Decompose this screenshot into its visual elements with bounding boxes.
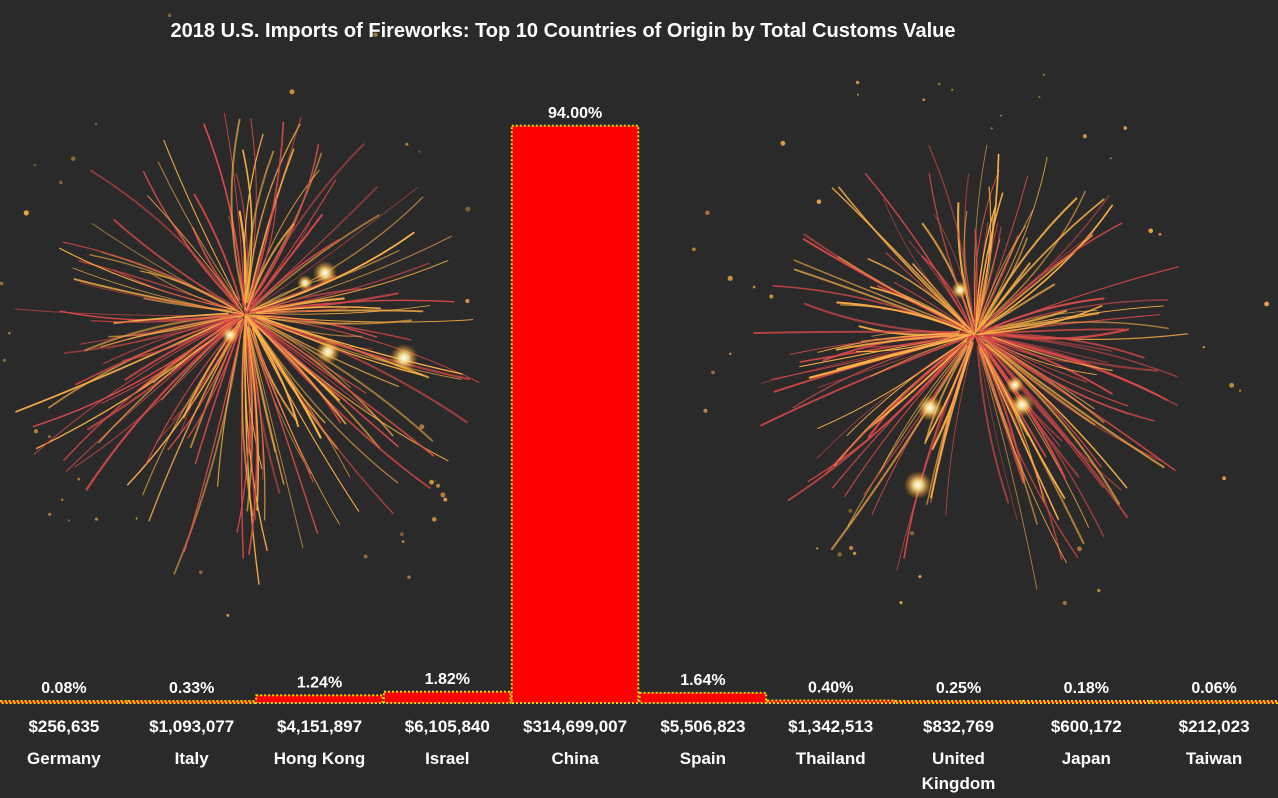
firework-left	[0, 13, 480, 617]
bar-taiwan	[1149, 700, 1278, 704]
data-label: 0.40%	[808, 680, 853, 697]
spark-flare	[316, 340, 340, 364]
category-tick-label: Japan	[1062, 749, 1111, 768]
category-tick-label: Hong Kong	[274, 749, 366, 768]
bar-italy	[127, 700, 256, 704]
category-tick-label: China	[551, 749, 599, 768]
bar-united-kingdom	[894, 700, 1023, 704]
bar-china	[510, 124, 640, 705]
bar-thailand	[766, 699, 895, 704]
category-tick-label: Kingdom	[922, 774, 996, 793]
spark-flare	[951, 281, 969, 299]
spark-flare	[390, 344, 418, 372]
customs-value-label: $212,023	[1179, 717, 1250, 736]
data-label: 1.82%	[425, 671, 470, 688]
labels: 0.08% $256,635 Germany 0.33% $1,093,077 Italy…	[27, 105, 1250, 793]
data-label: 1.64%	[680, 672, 725, 689]
customs-value-label: $4,151,897	[277, 717, 362, 736]
fireworks-decoration	[0, 13, 1269, 617]
spark-flare	[1006, 376, 1024, 394]
bar-israel	[383, 690, 512, 704]
customs-value-label: $1,093,077	[149, 717, 234, 736]
customs-value-label: $256,635	[28, 717, 99, 736]
data-label: 0.06%	[1191, 680, 1236, 697]
chart-title: 2018 U.S. Imports of Fireworks: Top 10 C…	[170, 20, 956, 42]
customs-value-label: $314,699,007	[523, 717, 627, 736]
spark-flare	[297, 275, 313, 291]
bar-spain	[638, 691, 768, 705]
category-tick-label: Thailand	[796, 749, 866, 768]
customs-value-label: $6,105,840	[405, 717, 490, 736]
bar-germany	[0, 700, 129, 704]
category-tick-label: Israel	[425, 749, 469, 768]
spark-flare	[904, 471, 932, 499]
data-label: 0.25%	[936, 680, 981, 697]
category-tick-label: Italy	[175, 749, 210, 768]
bar-hong-kong	[255, 694, 384, 705]
bars	[0, 124, 1278, 705]
data-label: 0.08%	[41, 680, 86, 697]
data-label: 0.18%	[1064, 680, 1109, 697]
spark-flare	[313, 261, 337, 285]
spark-flare	[917, 395, 943, 421]
category-tick-label: Taiwan	[1186, 749, 1242, 768]
customs-value-label: $600,172	[1051, 717, 1122, 736]
customs-value-label: $832,769	[923, 717, 994, 736]
category-tick-label: Germany	[27, 749, 101, 768]
bar-japan	[1022, 700, 1151, 704]
data-label: 94.00%	[548, 105, 602, 122]
data-label: 0.33%	[169, 680, 214, 697]
data-label: 1.24%	[297, 674, 342, 691]
spark-flare	[221, 326, 239, 344]
category-tick-label: Spain	[680, 749, 726, 768]
firework-right	[692, 73, 1269, 606]
customs-value-label: $1,342,513	[788, 717, 873, 736]
spark-flare	[1010, 393, 1034, 417]
customs-value-label: $5,506,823	[660, 717, 745, 736]
category-tick-label: United	[932, 749, 985, 768]
